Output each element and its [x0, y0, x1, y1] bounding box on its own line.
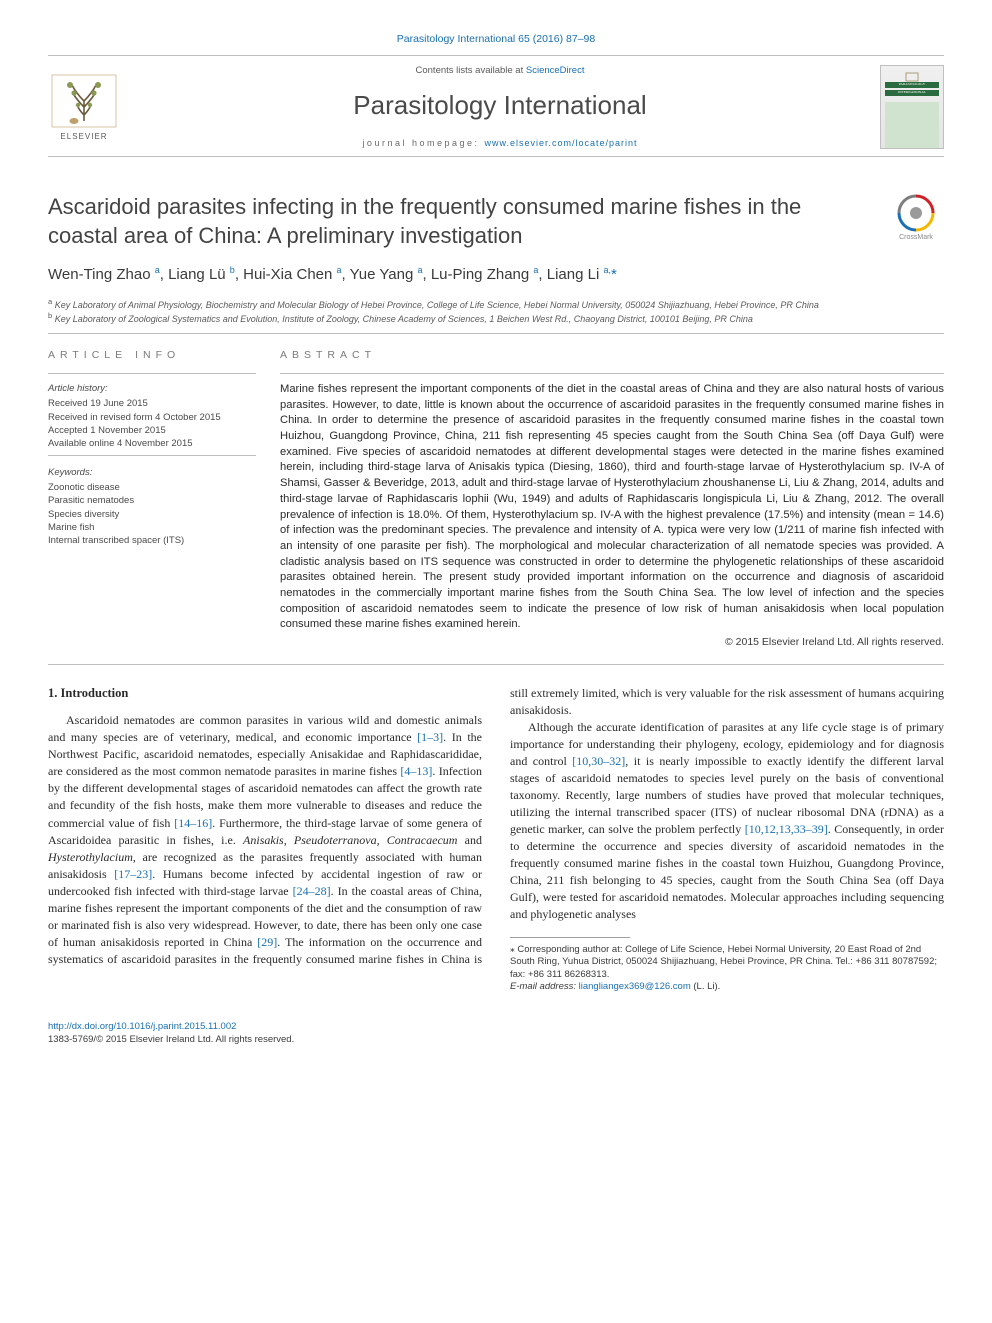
journal-cover-thumbnail[interactable]: PARASITOLOGY INTERNATIONAL: [880, 65, 944, 149]
info-rule-1: [48, 373, 256, 374]
top-journal-ref[interactable]: Parasitology International 65 (2016) 87–…: [48, 32, 944, 47]
history-line: Accepted 1 November 2015: [48, 424, 256, 437]
issn-copyright-line: 1383-5769/© 2015 Elsevier Ireland Ltd. A…: [48, 1034, 944, 1046]
footnote-rule: [510, 937, 630, 938]
journal-homepage-line: journal homepage: www.elsevier.com/locat…: [120, 137, 880, 150]
corresponding-email-link[interactable]: liangliangex369@126.com: [579, 981, 691, 992]
journal-name: Parasitology International: [120, 87, 880, 123]
ref-link[interactable]: [1–3]: [417, 730, 443, 744]
rule-above-body: [48, 664, 944, 665]
ref-link[interactable]: [14–16]: [174, 816, 212, 830]
article-title: Ascaridoid parasites infecting in the fr…: [48, 193, 876, 250]
journal-header: ELSEVIER Contents lists available at Sci…: [48, 55, 944, 157]
body-text: 1. Introduction Ascaridoid nematodes are…: [48, 685, 944, 994]
keywords-block: Keywords: Zoonotic disease Parasitic nem…: [48, 466, 256, 548]
history-line: Received in revised form 4 October 2015: [48, 411, 256, 424]
rule-above-info: [48, 333, 944, 334]
history-heading: Article history:: [48, 382, 256, 395]
email-label: E-mail address:: [510, 981, 576, 992]
elsevier-logo[interactable]: ELSEVIER: [48, 67, 120, 147]
keyword: Internal transcribed spacer (ITS): [48, 534, 256, 547]
ref-link[interactable]: [17–23]: [114, 867, 152, 881]
article-info-label: ARTICLE INFO: [48, 348, 256, 363]
keyword: Species diversity: [48, 508, 256, 521]
history-line: Available online 4 November 2015: [48, 437, 256, 450]
affiliation-a: a Key Laboratory of Animal Physiology, B…: [48, 297, 944, 311]
doi-link[interactable]: http://dx.doi.org/10.1016/j.parint.2015.…: [48, 1021, 236, 1032]
page-footer: http://dx.doi.org/10.1016/j.parint.2015.…: [48, 1021, 944, 1046]
ref-link[interactable]: [10,12,13,33–39]: [745, 822, 828, 836]
email-attribution: (L. Li).: [693, 981, 720, 992]
keywords-heading: Keywords:: [48, 466, 256, 479]
cover-title-bottom: INTERNATIONAL: [885, 90, 940, 96]
corresponding-author-footnote: ⁎ Corresponding author at: College of Li…: [510, 944, 944, 993]
crossmark-badge[interactable]: CrossMark: [888, 193, 944, 249]
abstract-label: ABSTRACT: [280, 348, 944, 363]
affiliations: a Key Laboratory of Animal Physiology, B…: [48, 297, 944, 325]
ref-link[interactable]: [4–13]: [400, 764, 432, 778]
keyword: Marine fish: [48, 521, 256, 534]
cover-crest-icon: [904, 72, 920, 82]
keyword: Parasitic nematodes: [48, 494, 256, 507]
ref-link[interactable]: [24–28]: [293, 884, 331, 898]
info-rule-2: [48, 455, 256, 456]
authors-line: Wen-Ting Zhao a, Liang Lü b, Hui-Xia Che…: [48, 264, 944, 285]
abstract-rule: [280, 373, 944, 374]
affiliation-b: b Key Laboratory of Zoological Systemati…: [48, 311, 944, 325]
keyword: Zoonotic disease: [48, 481, 256, 494]
article-history: Article history: Received 19 June 2015 R…: [48, 382, 256, 450]
cover-title-top: PARASITOLOGY: [885, 82, 940, 88]
section-heading-intro: 1. Introduction: [48, 685, 482, 703]
abstract-copyright: © 2015 Elsevier Ireland Ltd. All rights …: [280, 635, 944, 650]
abstract-text: Marine fishes represent the important co…: [280, 382, 944, 633]
elsevier-tree-icon: [48, 71, 120, 131]
ref-link[interactable]: [29]: [257, 935, 277, 949]
contents-available-line: Contents lists available at ScienceDirec…: [120, 64, 880, 77]
cover-image-placeholder: [885, 102, 940, 148]
elsevier-wordmark: ELSEVIER: [60, 131, 107, 142]
crossmark-icon: [896, 193, 936, 233]
ref-link[interactable]: [10,30–32]: [572, 754, 625, 768]
history-line: Received 19 June 2015: [48, 397, 256, 410]
journal-homepage-link[interactable]: www.elsevier.com/locate/parint: [485, 138, 638, 148]
sciencedirect-link[interactable]: ScienceDirect: [526, 65, 585, 76]
crossmark-label: CrossMark: [899, 233, 933, 243]
